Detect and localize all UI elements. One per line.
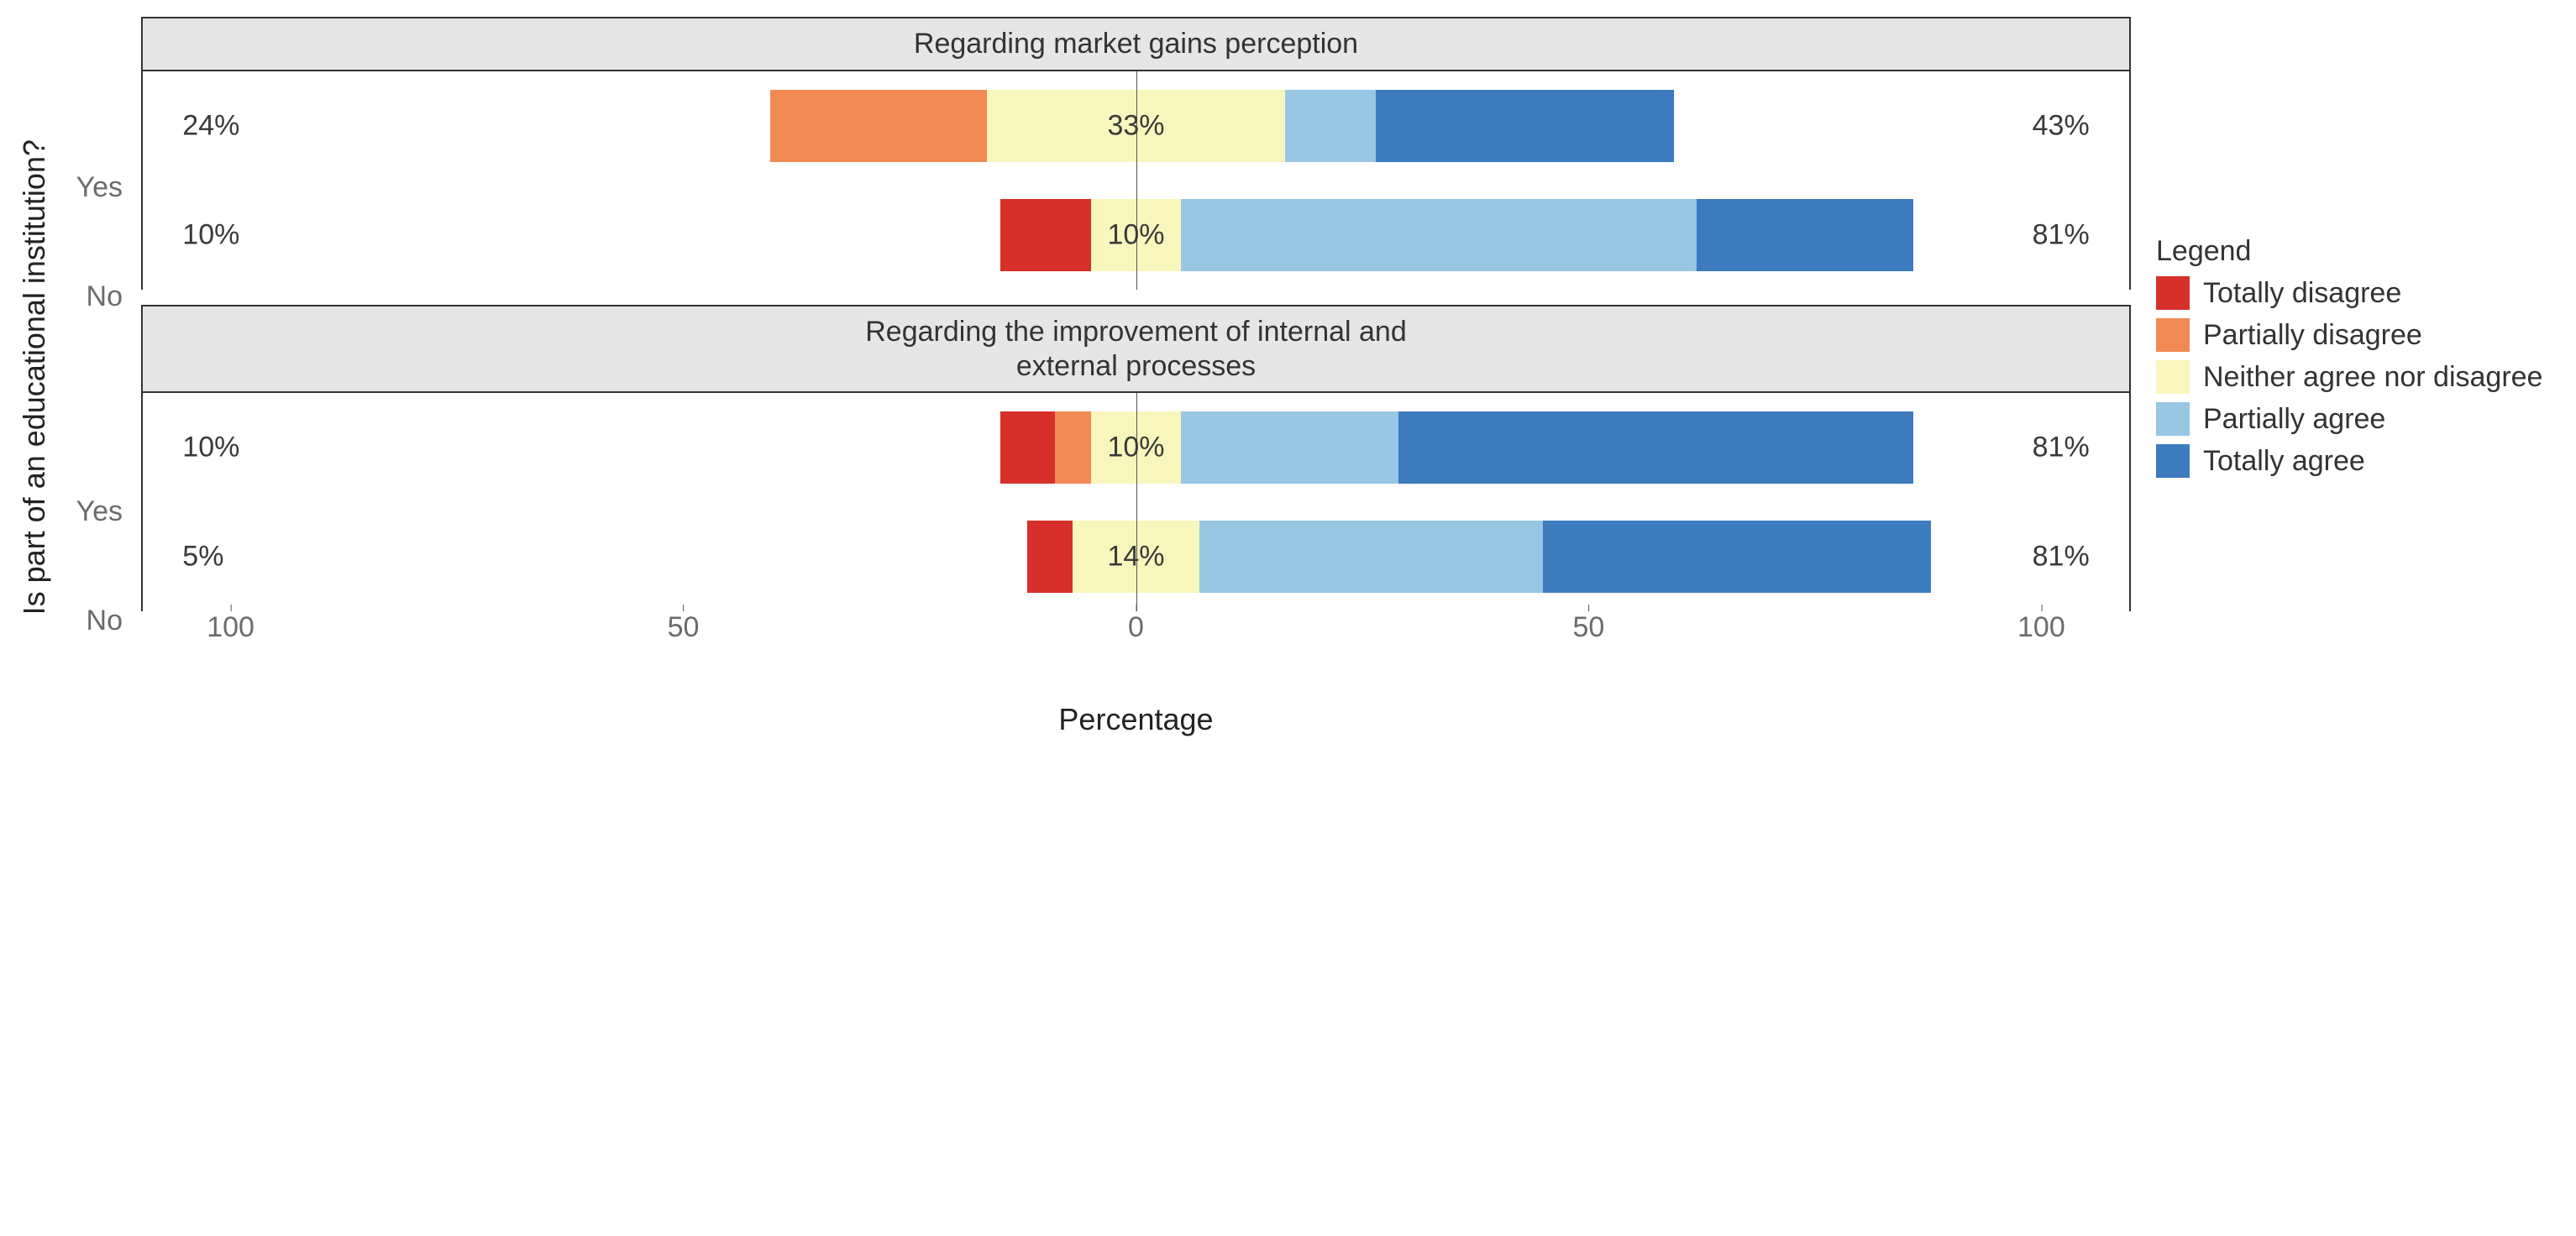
legend-label: Totally disagree — [2203, 277, 2401, 310]
left-pct-label: 5% — [182, 541, 223, 573]
bar-area: 10% 81% 10% — [143, 181, 2129, 290]
legend-swatch — [2156, 402, 2190, 436]
center-pct-label: 14% — [1107, 541, 1164, 573]
legend-item: Partially disagree — [2156, 318, 2559, 352]
left-pct-label: 10% — [182, 218, 239, 251]
y-tick-label: No — [62, 567, 131, 676]
bar-segment-totally-disagree — [1027, 521, 1073, 593]
center-pct-label: 10% — [1107, 218, 1164, 251]
bar-segment-partially-agree — [1285, 90, 1376, 162]
bar-row: 5% 81% 14% — [143, 502, 2129, 611]
right-pct-label: 81% — [2033, 218, 2090, 251]
y-tick-label: Yes — [62, 134, 131, 243]
panel-header: Regarding market gains perception — [143, 18, 2129, 71]
x-tick-label: 100 — [207, 611, 254, 644]
bar-segment-totally-disagree — [1000, 199, 1091, 271]
right-pct-label: 43% — [2033, 109, 2090, 142]
y-axis-title: Is part of an educational institution? — [17, 139, 52, 615]
bar-segment-totally-agree — [1376, 90, 1674, 162]
panels-wrap: Regarding market gains perception 24% 43% 3… — [141, 17, 2131, 737]
x-axis: 100 50 0 50 100 — [141, 611, 2131, 662]
x-tick-label: 50 — [1573, 611, 1605, 644]
y-tick-column: YesNoYesNo — [62, 79, 131, 676]
panel-body: 24% 43% 33% 10% 81% 10% — [143, 71, 2129, 290]
bar-segment-partially-agree — [1181, 411, 1398, 484]
legend-label: Partially agree — [2203, 403, 2385, 436]
legend-item: Totally disagree — [2156, 276, 2559, 310]
right-pct-label: 81% — [2033, 432, 2090, 464]
x-axis-title: Percentage — [141, 702, 2131, 737]
bar-row: 10% 81% 10% — [143, 393, 2129, 502]
y-tick-spacer — [62, 369, 131, 458]
y-tick-spacer — [62, 79, 131, 134]
legend-item: Partially agree — [2156, 402, 2559, 436]
y-tick-label: Yes — [62, 458, 131, 567]
bar-stack — [770, 90, 1674, 162]
bar-segment-partially-agree — [1181, 199, 1696, 271]
bar-area: 24% 43% 33% — [143, 71, 2129, 181]
bar-segment-partially-agree — [1199, 521, 1543, 593]
legend-title: Legend — [2156, 235, 2559, 268]
legend-item: Totally agree — [2156, 444, 2559, 478]
bar-segment-partially-disagree — [1055, 411, 1091, 484]
center-pct-label: 33% — [1107, 109, 1164, 142]
bar-row: 10% 81% 10% — [143, 181, 2129, 290]
legend-items: Totally disagree Partially disagree Neit… — [2156, 276, 2559, 478]
legend-item: Neither agree nor disagree — [2156, 360, 2559, 394]
legend: Legend Totally disagree Partially disagr… — [2156, 17, 2559, 478]
likert-diverging-chart: Is part of an educational institution? Y… — [17, 17, 2559, 737]
legend-swatch — [2156, 276, 2190, 310]
bar-segment-totally-disagree — [1000, 411, 1055, 484]
panels-container: Regarding market gains perception 24% 43% 3… — [141, 17, 2131, 611]
legend-label: Neither agree nor disagree — [2203, 361, 2542, 394]
x-tick-label: 50 — [668, 611, 700, 644]
bar-row: 24% 43% 33% — [143, 71, 2129, 181]
y-tick-label: No — [62, 243, 131, 352]
chart-main: Is part of an educational institution? Y… — [17, 17, 2131, 737]
left-pct-label: 24% — [182, 109, 239, 142]
left-pct-label: 10% — [182, 432, 239, 464]
y-tick-spacer — [62, 352, 131, 369]
panel-header: Regarding the improvement of internal an… — [143, 306, 2129, 394]
x-tick-label: 100 — [2017, 611, 2065, 644]
x-tick-label: 0 — [1128, 611, 1144, 644]
right-pct-label: 81% — [2033, 541, 2090, 573]
bar-segment-partially-disagree — [770, 90, 987, 162]
legend-label: Partially disagree — [2203, 319, 2422, 352]
panel-body: 10% 81% 10% 5% 81% 14% — [143, 393, 2129, 611]
bar-segment-totally-agree — [1398, 411, 1913, 484]
center-pct-label: 10% — [1107, 432, 1164, 464]
bar-area: 10% 81% 10% — [143, 393, 2129, 502]
facet-panel: Regarding the improvement of internal an… — [141, 305, 2131, 612]
legend-swatch — [2156, 444, 2190, 478]
facet-panel: Regarding market gains perception 24% 43% 3… — [141, 17, 2131, 290]
legend-swatch — [2156, 360, 2190, 394]
legend-label: Totally agree — [2203, 445, 2365, 478]
bar-area: 5% 81% 14% — [143, 502, 2129, 611]
bar-segment-totally-agree — [1697, 199, 1913, 271]
bar-segment-totally-agree — [1543, 521, 1932, 593]
legend-swatch — [2156, 318, 2190, 352]
